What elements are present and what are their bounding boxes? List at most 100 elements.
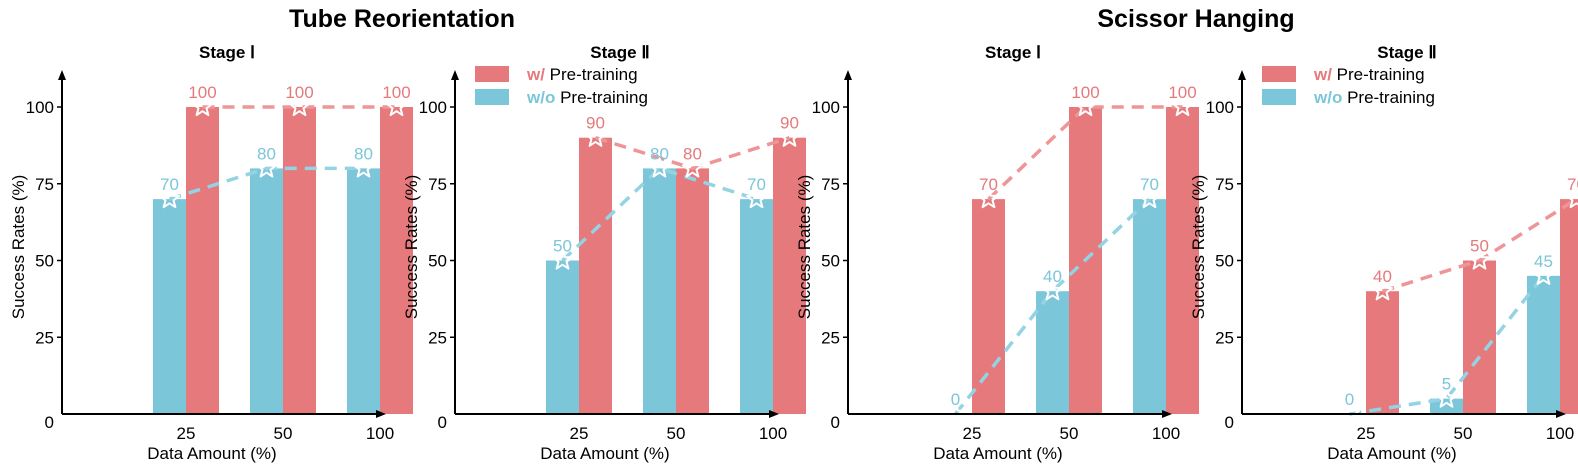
star-marker-without [1533, 264, 1554, 285]
x-tick-label: 100 [366, 424, 394, 443]
x-tick-label: 50 [1060, 424, 1079, 443]
x-axis-label: Data Amount (%) [147, 444, 276, 463]
star-marker-with [1372, 280, 1393, 301]
legend-without-pretraining-prefix: w/o [1313, 88, 1342, 107]
star-marker-with [192, 96, 213, 117]
y-axis-label: Success Rates (%) [402, 175, 421, 320]
y-tick-label: 75 [1215, 175, 1234, 194]
legend-without-pretraining-swatch [475, 89, 509, 105]
x-axis-label: Data Amount (%) [540, 444, 669, 463]
bar-with-pretraining [1560, 199, 1578, 414]
star-marker-with [585, 126, 606, 147]
x-axis-arrow [376, 410, 386, 418]
bar-without-pretraining [1430, 398, 1463, 414]
star-marker-with [1075, 96, 1096, 117]
bar-with-pretraining [1166, 107, 1199, 414]
y-axis-arrow [451, 70, 459, 80]
bar-without-pretraining [347, 168, 380, 414]
x-tick-label: 50 [274, 424, 293, 443]
bar-without-pretraining [1527, 275, 1560, 414]
legend-without-pretraining-swatch [1262, 89, 1296, 105]
x-axis-arrow [1162, 410, 1172, 418]
data-label-with: 50 [1470, 237, 1489, 256]
bar-with-pretraining [1463, 260, 1496, 414]
x-axis-label: Data Amount (%) [1327, 444, 1456, 463]
line-without-pretraining [561, 166, 758, 262]
data-label-without: 80 [257, 144, 276, 163]
stage-title: Stage Ⅰ [985, 43, 1041, 62]
data-label-with: 100 [1168, 83, 1196, 102]
line-without-pretraining [1349, 274, 1545, 416]
star-marker-without [945, 403, 966, 424]
data-label-with: 100 [188, 83, 216, 102]
y-axis-label: Success Rates (%) [795, 175, 814, 320]
y-tick-label: 100 [1206, 98, 1234, 117]
star-marker-without [159, 188, 180, 209]
legend-without-pretraining-label: Pre-training [1342, 88, 1435, 107]
line-without-pretraining [954, 197, 1151, 416]
group-title-tube-reorientation: Tube Reorientation [289, 5, 515, 33]
bar-without-pretraining [643, 168, 676, 414]
y-tick-label: 75 [821, 175, 840, 194]
data-label-without: 40 [1043, 267, 1062, 286]
legend-without-pretraining-label: Pre-training [555, 88, 648, 107]
star-marker-without [1339, 403, 1360, 424]
data-label-without: 70 [1140, 175, 1159, 194]
y-tick-label: 75 [35, 175, 54, 194]
bar-with-pretraining [1366, 291, 1399, 414]
line-with-pretraining [594, 136, 791, 171]
y-axis-arrow [1238, 70, 1246, 80]
bar-with-pretraining [579, 137, 612, 414]
bar-without-pretraining [1036, 291, 1069, 414]
data-label-with: 40 [1373, 267, 1392, 286]
x-tick-label: 25 [570, 424, 589, 443]
y-axis-label: Success Rates (%) [9, 175, 28, 320]
data-label-without: 70 [160, 175, 179, 194]
bar-with-pretraining [773, 137, 806, 414]
line-without-pretraining [168, 166, 364, 201]
x-tick-label: 50 [1454, 424, 1473, 443]
data-label-with: 100 [285, 83, 313, 102]
bar-with-pretraining [380, 107, 413, 414]
bar-without-pretraining [740, 199, 773, 414]
star-marker-without [1139, 188, 1160, 209]
y-tick-label: 0 [438, 413, 447, 432]
data-label-with: 100 [382, 83, 410, 102]
legend-without-pretraining-text: w/o Pre-training [1313, 88, 1435, 107]
bar-with-pretraining [676, 168, 709, 414]
group-title-scissor-hanging: Scissor Hanging [1097, 5, 1294, 33]
data-label-without: 0 [1345, 390, 1354, 409]
star-marker-with [386, 96, 407, 117]
data-label-without: 0 [951, 390, 960, 409]
data-label-with: 90 [586, 114, 605, 133]
y-tick-label: 25 [428, 328, 447, 347]
x-tick-label: 100 [1546, 424, 1574, 443]
star-marker-without [649, 157, 670, 178]
star-marker-with [289, 96, 310, 117]
data-label-with: 90 [780, 114, 799, 133]
bar-with-pretraining [283, 107, 316, 414]
stage-title: Stage Ⅰ [199, 43, 255, 62]
star-marker-without [552, 249, 573, 270]
legend-with-pretraining-text: w/ Pre-training [1313, 65, 1425, 84]
star-marker-without [353, 157, 374, 178]
x-tick-label: 25 [177, 424, 196, 443]
x-axis-arrow [1556, 410, 1566, 418]
legend-with-pretraining-prefix: w/ [1313, 65, 1332, 84]
star-marker-with [1172, 96, 1193, 117]
star-marker-without [1436, 387, 1457, 408]
y-tick-label: 0 [1225, 413, 1234, 432]
bar-without-pretraining [546, 260, 579, 414]
star-marker-without [746, 188, 767, 209]
data-label-with: 70 [979, 175, 998, 194]
star-marker-with [1566, 188, 1578, 209]
star-marker-with [1469, 249, 1490, 270]
y-tick-label: 0 [45, 413, 54, 432]
x-tick-label: 100 [759, 424, 787, 443]
legend-with-pretraining-label: Pre-training [545, 65, 638, 84]
x-axis-label: Data Amount (%) [933, 444, 1062, 463]
data-label-with: 100 [1071, 83, 1099, 102]
chart-panel-2: Stage Ⅱ 0 25 50 75 100 Success Rates (%) 50 80 70… [402, 43, 806, 463]
y-tick-label: 50 [428, 252, 447, 271]
